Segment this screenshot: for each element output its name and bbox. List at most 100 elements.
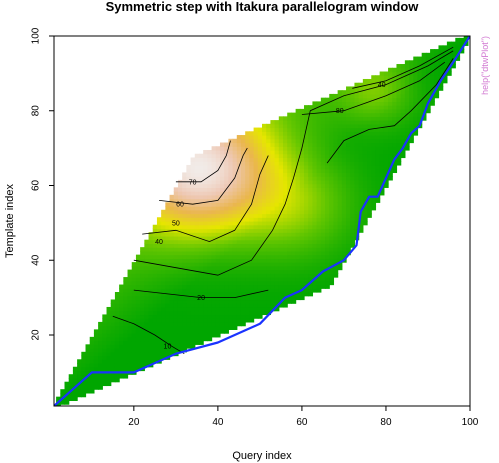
heat-cell: [371, 82, 377, 88]
heat-cell: [249, 303, 255, 308]
heat-cell: [371, 120, 377, 125]
x-tick-label: 40: [212, 417, 224, 428]
heat-cell: [106, 348, 112, 353]
heat-cell: [367, 172, 372, 177]
heat-cell: [392, 67, 398, 73]
heat-cell: [232, 183, 238, 188]
heat-cell: [224, 273, 229, 278]
heat-cell: [283, 176, 288, 181]
heat-cell: [156, 295, 162, 301]
heat-cell: [329, 157, 335, 162]
heat-cell: [228, 179, 234, 185]
heat-cell: [173, 306, 179, 312]
heat-cell: [215, 299, 221, 304]
heat-cell: [404, 75, 410, 80]
heat-cell: [119, 303, 124, 308]
heat-cell: [203, 164, 208, 170]
heat-cell: [253, 258, 259, 263]
heat-cell: [211, 179, 217, 185]
heat-cell: [152, 306, 158, 312]
heat-cell: [236, 138, 242, 144]
heat-cell: [278, 179, 284, 185]
heat-cell: [144, 265, 150, 271]
heat-cell: [135, 366, 141, 372]
heat-cell: [144, 288, 150, 293]
heat-cell: [156, 247, 162, 252]
heat-cell: [228, 168, 234, 174]
heat-cell: [135, 306, 141, 312]
heat-cell: [346, 202, 351, 207]
heat-cell: [148, 314, 154, 319]
heat-cell: [287, 277, 293, 282]
heat-cell: [350, 90, 356, 95]
heat-cell: [304, 198, 309, 203]
heat-cell: [245, 138, 250, 144]
heat-cell: [81, 351, 87, 357]
heat-cell: [266, 265, 271, 271]
heat-cell: [333, 172, 339, 177]
heat-cell: [354, 179, 360, 185]
heat-cell: [194, 157, 200, 162]
heat-cell: [211, 243, 217, 248]
heat-cell: [299, 164, 305, 170]
heat-cell: [299, 153, 305, 159]
heat-cell: [308, 209, 314, 215]
heat-cell: [198, 217, 204, 222]
heat-cell: [190, 277, 196, 282]
heat-cell: [211, 202, 217, 207]
heat-cell: [262, 209, 267, 215]
heat-cell: [362, 86, 368, 91]
heat-cell: [98, 325, 103, 330]
heat-cell: [333, 247, 339, 252]
heat-cell: [312, 239, 318, 245]
heat-cell: [367, 101, 372, 106]
warping-path: [54, 36, 470, 406]
heat-cell: [177, 206, 183, 211]
heat-cell: [312, 243, 318, 248]
heat-cell: [119, 292, 124, 297]
heat-cell: [236, 288, 242, 293]
heat-cell: [413, 71, 419, 76]
heat-cell: [320, 183, 326, 188]
heat-cell: [350, 176, 356, 181]
heat-cell: [325, 176, 330, 181]
heat-cell: [224, 321, 229, 327]
heat-cell: [291, 127, 297, 132]
heat-cell: [240, 202, 246, 207]
heat-cell: [341, 116, 347, 121]
heat-cell: [350, 112, 356, 117]
heat-cell: [236, 194, 242, 200]
heat-cell: [68, 385, 74, 390]
heat-cell: [295, 194, 301, 200]
heat-cell: [207, 329, 213, 334]
heat-cell: [262, 277, 267, 282]
heat-cell: [425, 52, 431, 58]
heat-cell: [346, 187, 351, 192]
heat-cell: [232, 146, 238, 151]
heat-cell: [287, 239, 293, 245]
heat-cell: [169, 314, 175, 319]
heat-cell: [110, 303, 116, 308]
heat-cell: [215, 183, 221, 188]
heat-cell: [362, 153, 368, 159]
heat-cell: [198, 258, 204, 263]
heat-cell: [194, 333, 200, 338]
heat-cell: [316, 221, 322, 226]
heat-cell: [299, 243, 305, 248]
heat-cell: [308, 262, 314, 267]
heat-cell: [287, 206, 293, 211]
heat-cell: [207, 202, 213, 207]
heat-cell: [232, 138, 238, 144]
heat-cell: [362, 194, 368, 200]
heat-cell: [253, 250, 259, 256]
heat-cell: [140, 269, 145, 274]
heat-cell: [224, 217, 229, 222]
heat-cell: [262, 191, 267, 196]
heat-cell: [346, 183, 351, 188]
heat-cell: [169, 295, 175, 301]
heat-cell: [236, 161, 242, 166]
heat-cell: [375, 187, 381, 192]
heat-cell: [207, 247, 213, 252]
heat-cell: [413, 97, 419, 103]
heat-cell: [430, 101, 435, 106]
